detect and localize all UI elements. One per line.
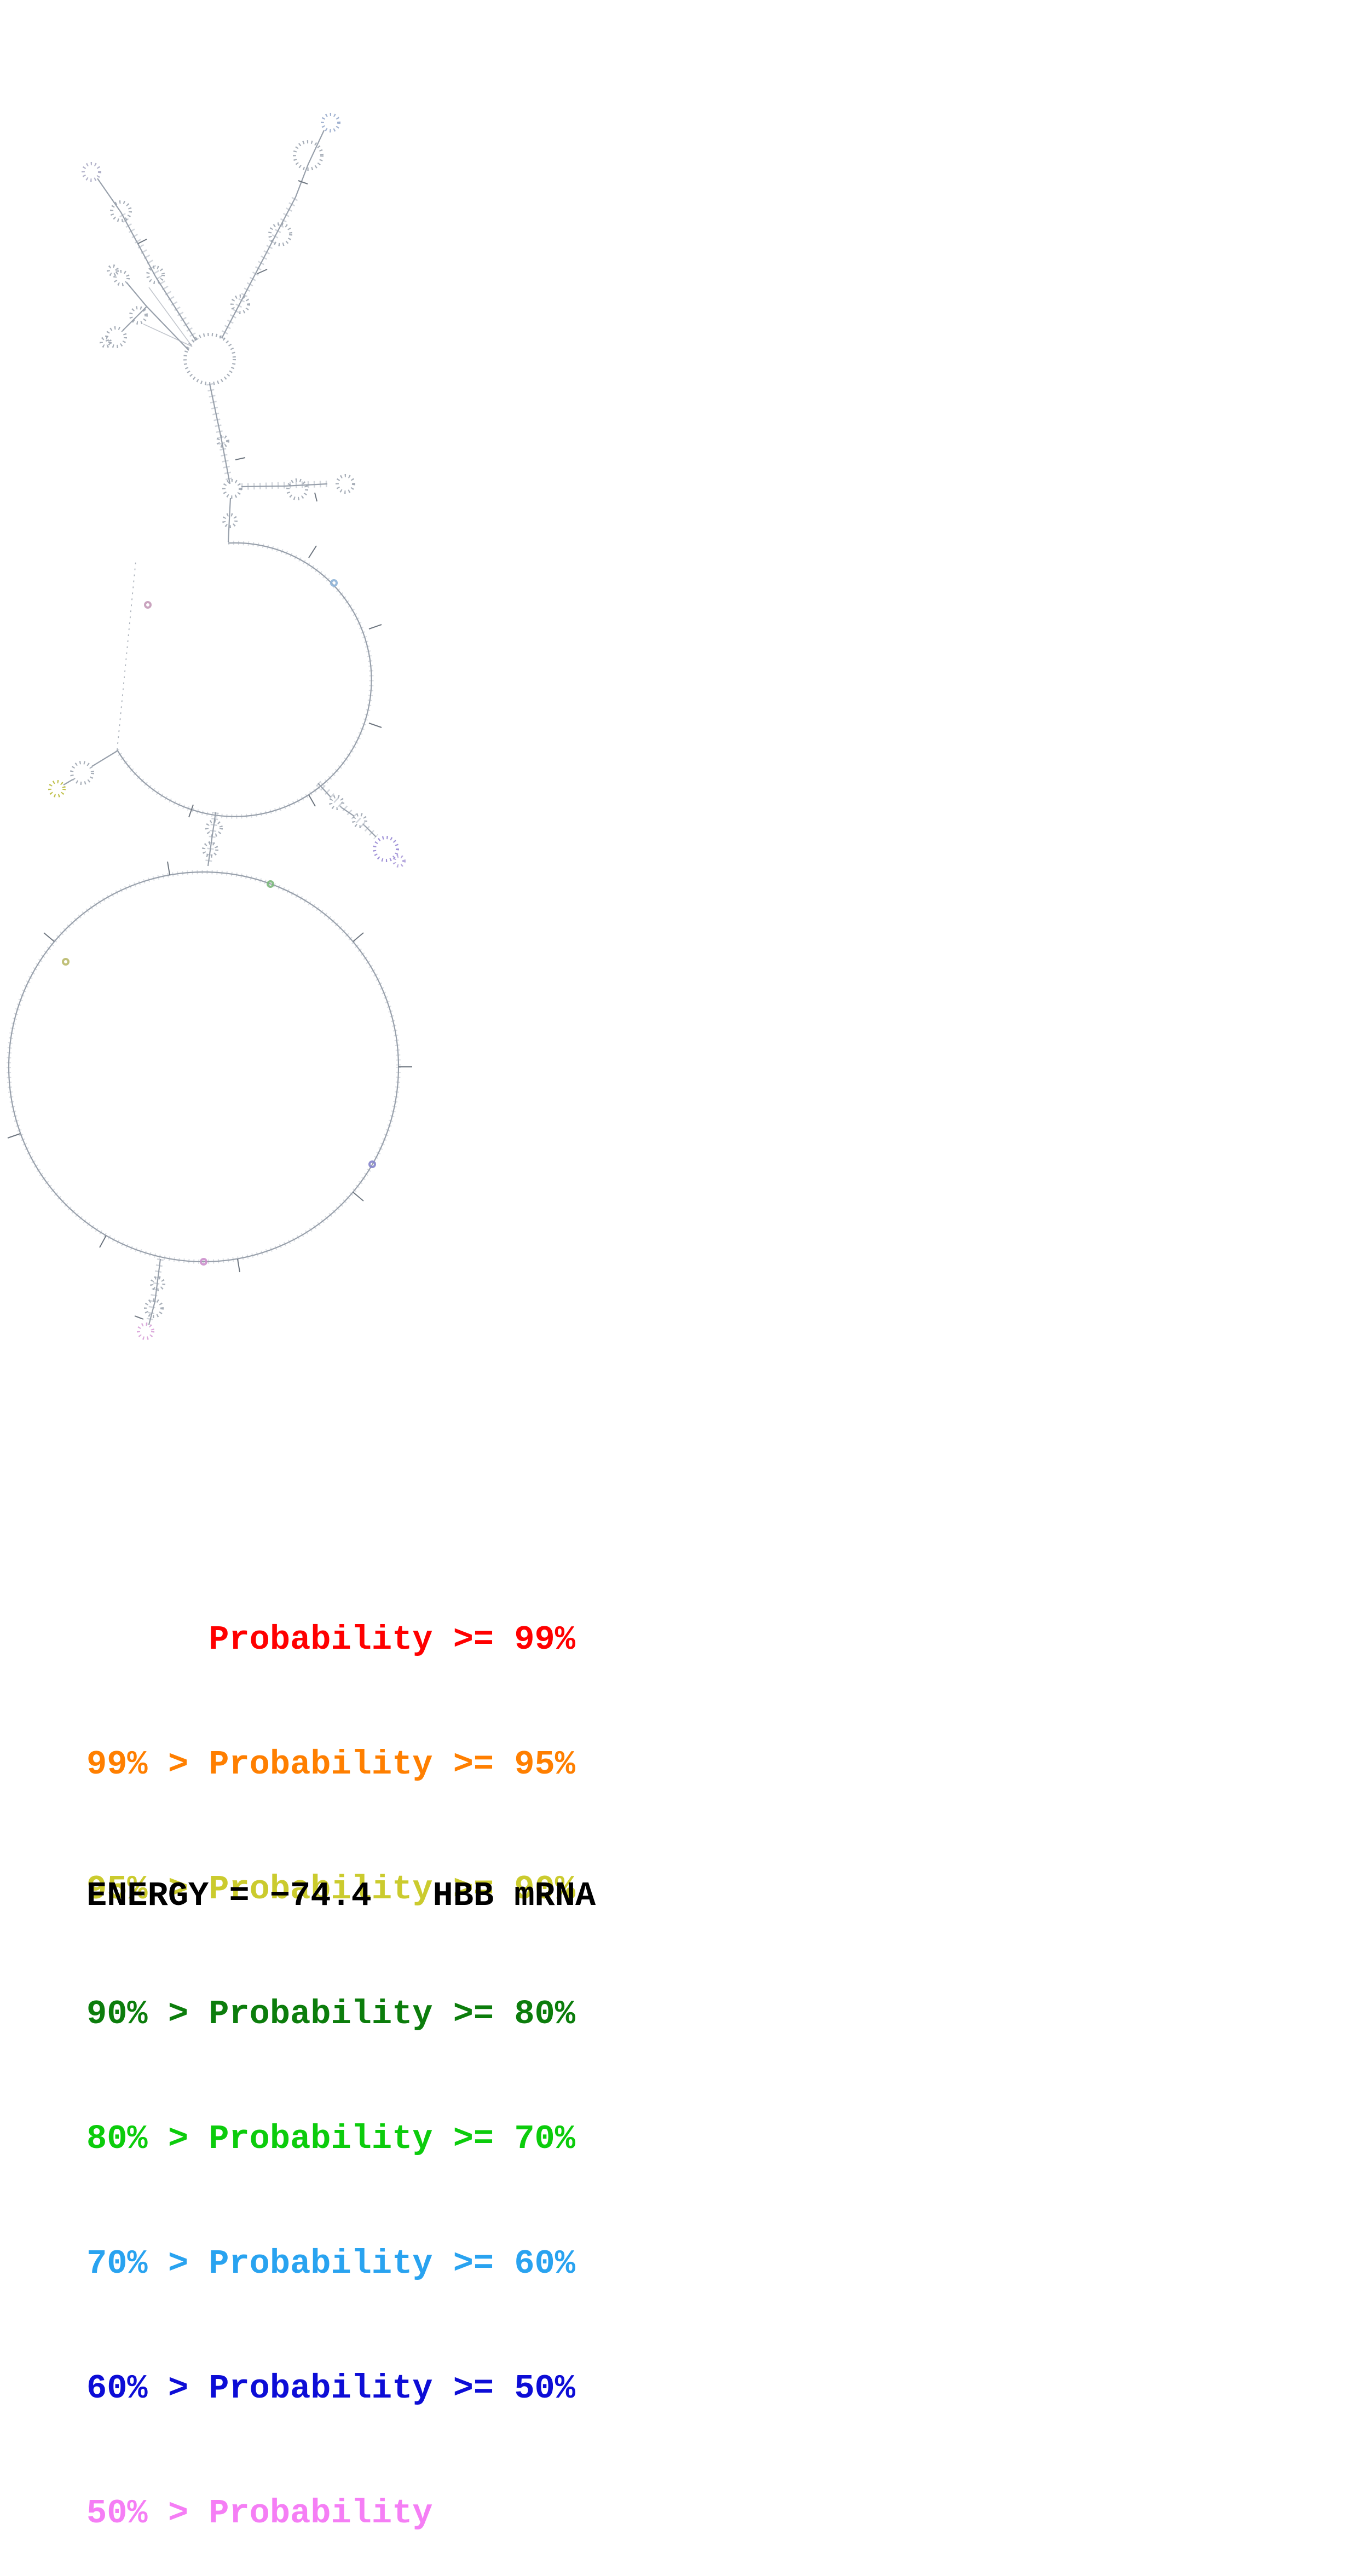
energy-line: ENERGY = −74.4 HBB mRNA [86,1876,596,1915]
branch-upper-right [218,113,340,340]
legend-item-90: 95% > Probability >= 90% [86,1870,575,1909]
multiloop-ring [183,333,236,385]
legend-item-below-50: 50% > Probability [86,2494,433,2533]
legend-item-70: 80% > Probability >= 70% [86,2119,575,2158]
legend-item-95: 99% > Probability >= 95% [86,1745,575,1784]
large-loop-1 [115,540,382,819]
large-loop-2 [7,861,412,1273]
legend-item-60: 70% > Probability >= 60% [86,2244,575,2283]
legend-item-80: 90% > Probability >= 80% [86,1995,575,2034]
legend-item-50: 60% > Probability >= 50% [86,2369,575,2408]
rna-structure-diagram [7,113,412,1340]
rna-backbone [7,113,412,1340]
probability-legend: Probability >= 99% 99% > Probability >= … [86,1536,575,2576]
branch-upper-left [82,162,199,343]
stem-left-of-loop1 [48,750,118,798]
legend-item-99: Probability >= 99% [86,1620,575,1659]
stem-right-of-loop1 [315,781,406,868]
stem-bottom [134,1258,165,1340]
stem-interloop [202,812,223,867]
stem-descending [206,383,355,542]
page: { "figure": { "energy_line": "ENERGY = −… [7,113,596,2533]
rna-structure-panel [7,113,412,1340]
branch-left-cluster [100,264,193,351]
